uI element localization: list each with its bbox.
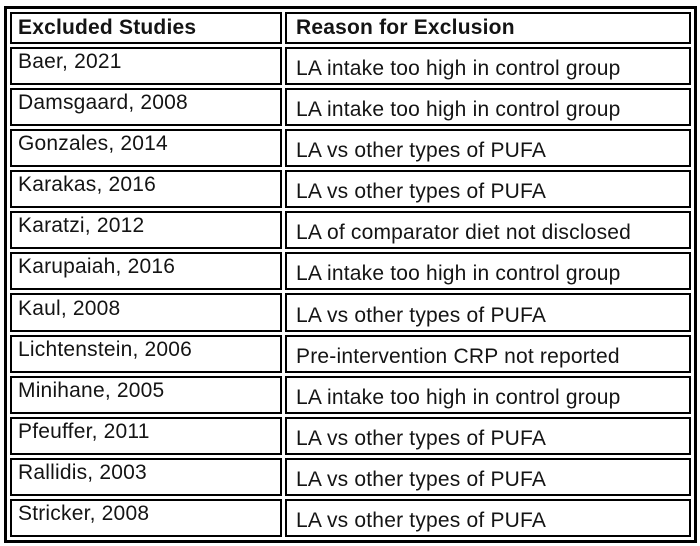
table-row: Rallidis, 2003 LA vs other types of PUFA: [10, 457, 691, 496]
reason-cell: LA vs other types of PUFA: [285, 498, 691, 537]
header-row: Excluded Studies Reason for Exclusion: [10, 12, 691, 44]
study-cell: Lichtenstein, 2006: [10, 334, 282, 373]
reason-cell: LA intake too high in control group: [285, 88, 691, 127]
study-cell: Damsgaard, 2008: [10, 88, 282, 127]
table-row: Stricker, 2008 LA vs other types of PUFA: [10, 498, 691, 537]
table-row: Karakas, 2016 LA vs other types of PUFA: [10, 170, 691, 209]
reason-cell: LA intake too high in control group: [285, 375, 691, 414]
reason-cell: LA vs other types of PUFA: [285, 129, 691, 168]
table-row: Karupaiah, 2016 LA intake too high in co…: [10, 252, 691, 291]
study-cell: Rallidis, 2003: [10, 457, 282, 496]
table-row: Gonzales, 2014 LA vs other types of PUFA: [10, 129, 691, 168]
column-header-reason-for-exclusion: Reason for Exclusion: [285, 12, 691, 44]
study-cell: Gonzales, 2014: [10, 129, 282, 168]
table-row: Kaul, 2008 LA vs other types of PUFA: [10, 293, 691, 332]
reason-cell: LA intake too high in control group: [285, 252, 691, 291]
column-header-excluded-studies: Excluded Studies: [10, 12, 282, 44]
study-cell: Pfeuffer, 2011: [10, 416, 282, 455]
reason-cell: Pre-intervention CRP not reported: [285, 334, 691, 373]
excluded-studies-table: Excluded Studies Reason for Exclusion Ba…: [4, 6, 697, 543]
reason-cell: LA of comparator diet not disclosed: [285, 211, 691, 250]
table-row: Lichtenstein, 2006 Pre-intervention CRP …: [10, 334, 691, 373]
exclusion-table-container: Excluded Studies Reason for Exclusion Ba…: [4, 6, 697, 543]
study-cell: Stricker, 2008: [10, 498, 282, 537]
study-cell: Karatzi, 2012: [10, 211, 282, 250]
study-cell: Kaul, 2008: [10, 293, 282, 332]
study-cell: Karupaiah, 2016: [10, 252, 282, 291]
reason-cell: LA vs other types of PUFA: [285, 170, 691, 209]
study-cell: Baer, 2021: [10, 47, 282, 86]
study-cell: Minihane, 2005: [10, 375, 282, 414]
reason-cell: LA vs other types of PUFA: [285, 293, 691, 332]
reason-cell: LA vs other types of PUFA: [285, 457, 691, 496]
table-row: Pfeuffer, 2011 LA vs other types of PUFA: [10, 416, 691, 455]
table-row: Damsgaard, 2008 LA intake too high in co…: [10, 88, 691, 127]
table-row: Karatzi, 2012 LA of comparator diet not …: [10, 211, 691, 250]
table-row: Minihane, 2005 LA intake too high in con…: [10, 375, 691, 414]
study-cell: Karakas, 2016: [10, 170, 282, 209]
table-row: Baer, 2021 LA intake too high in control…: [10, 47, 691, 86]
reason-cell: LA vs other types of PUFA: [285, 416, 691, 455]
reason-cell: LA intake too high in control group: [285, 47, 691, 86]
